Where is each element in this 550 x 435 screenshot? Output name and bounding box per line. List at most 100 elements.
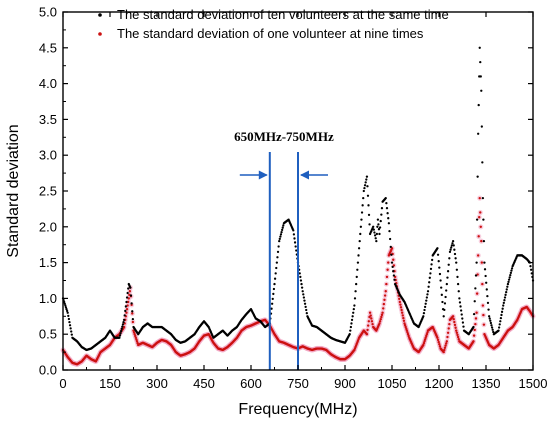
series-1-point [458, 297, 461, 300]
series-2-point [443, 348, 446, 352]
series-1-point [305, 308, 308, 312]
series-1-point [425, 299, 428, 302]
series-1-point [484, 274, 487, 278]
series-1-point [458, 301, 462, 304]
series-1-point [355, 275, 358, 279]
series-1-point [445, 282, 448, 286]
series-1-point [360, 218, 363, 221]
series-1-point [450, 244, 453, 247]
series-1-point [366, 185, 369, 188]
series-1-point [118, 336, 121, 339]
series-1-point [529, 268, 533, 271]
series-1-point [280, 228, 284, 232]
series-1-point [429, 267, 433, 271]
series-1-point [353, 304, 356, 307]
series-2-point [472, 340, 475, 343]
series-2-point [368, 311, 372, 314]
series-1-point [529, 265, 532, 268]
series-2-point [392, 258, 395, 261]
series-1-point [131, 310, 134, 313]
series-1-point [472, 325, 475, 329]
series-1-point [490, 324, 493, 327]
series-1-point [461, 321, 465, 324]
series-1-point [448, 250, 452, 254]
series-1-point [509, 273, 512, 277]
legend-marker-1 [98, 13, 102, 17]
series-1-point [271, 297, 274, 300]
series-1-point [487, 315, 491, 318]
series-1-point [292, 229, 295, 232]
series-1-point [349, 325, 353, 329]
series-1-point [443, 302, 447, 305]
series-1-point [481, 197, 485, 200]
series-1-point [451, 239, 455, 243]
series-2-point [398, 300, 402, 304]
series-2-point [437, 340, 440, 344]
series-1-point [498, 323, 501, 326]
series-1-point [475, 218, 479, 221]
series-1-point [438, 272, 442, 276]
series-1-point [436, 247, 439, 250]
series-1-point [451, 242, 454, 245]
series-1-point [292, 233, 296, 236]
series-1-point [386, 212, 389, 215]
series-2-point [442, 350, 445, 354]
series-2-point [383, 298, 386, 302]
series-2-point [365, 333, 369, 336]
x-tick-label: 1200 [425, 376, 454, 391]
series-2-point [478, 216, 481, 219]
x-tick-label: 1350 [472, 376, 501, 391]
series-1-point [430, 263, 433, 266]
series-2-point [482, 323, 486, 326]
series-1-point [427, 285, 430, 288]
series-1-point [129, 286, 132, 289]
series-2-point [445, 342, 448, 345]
series-1-point [497, 326, 501, 329]
series-1-point [273, 277, 277, 280]
series-1-point [449, 248, 452, 251]
plot-layer [60, 46, 536, 370]
series-1-point [509, 271, 513, 275]
series-1-point [118, 334, 122, 337]
x-tick-label: 900 [334, 376, 356, 391]
series-2-point [127, 297, 130, 300]
series-1-point [127, 287, 130, 290]
series-1-point [278, 239, 281, 243]
series-1-point [362, 189, 365, 193]
series-1-point [376, 218, 380, 221]
series-1-point [293, 241, 297, 244]
series-1-point [302, 293, 305, 296]
series-1-point [276, 250, 280, 254]
series-2-point [381, 311, 384, 314]
series-1-point [423, 308, 426, 312]
x-tick-label: 1500 [519, 376, 548, 391]
series-2-point [367, 320, 371, 323]
axes-layer: 0 150 300 450 600 750 900 1050 1200 1350 1500 0.0 0.… [39, 5, 548, 392]
series-1-point [507, 280, 510, 283]
series-1-point [445, 289, 448, 292]
series-1-point [379, 219, 382, 223]
series-2-point [386, 268, 389, 271]
right-arrow-head [300, 170, 309, 180]
series-2-point [444, 344, 447, 347]
series-2-point [371, 322, 374, 326]
series-1-point [488, 317, 491, 320]
y-tick-label: 4.0 [39, 76, 57, 91]
series-2-point [478, 196, 481, 200]
series-1-point [440, 293, 443, 296]
series-2-point [398, 297, 401, 301]
series-2-point [475, 311, 478, 314]
series-1-point [352, 307, 355, 311]
series-1-point [473, 300, 476, 303]
series-1-point [68, 320, 71, 324]
series-1-point [126, 291, 129, 295]
series-2-point [382, 307, 385, 310]
series-2-point [446, 331, 450, 334]
frequency-band-annotation-label: 650MHz-750MHz [234, 129, 334, 144]
x-tick-label: 150 [99, 376, 121, 391]
left-arrow-head [258, 170, 268, 180]
series-1-point [390, 253, 393, 256]
series-1-point [131, 318, 135, 321]
series-1-point [485, 281, 488, 284]
series-2-point [387, 261, 390, 264]
